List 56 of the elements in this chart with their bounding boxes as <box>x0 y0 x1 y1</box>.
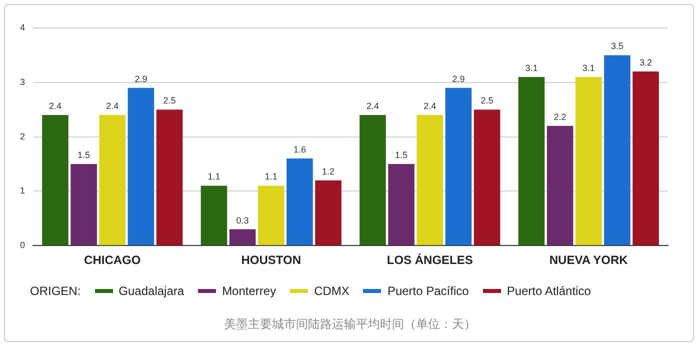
bar <box>575 76 602 246</box>
bar <box>416 115 444 246</box>
data-label: 1.2 <box>322 166 335 176</box>
data-label: 1.5 <box>395 150 408 160</box>
data-label: 1.1 <box>208 172 220 182</box>
bar <box>546 126 574 246</box>
data-label: 2.4 <box>106 101 119 112</box>
data-label: 2.4 <box>48 101 62 112</box>
bar <box>315 180 342 246</box>
data-label: 2.4 <box>424 101 436 112</box>
text: 美墨主要城市间陆路运输平均时间（单位：天） <box>223 316 477 333</box>
legend-label: Puerto Pacífico <box>387 284 469 298</box>
legend-label: Puerto Atlántico <box>506 284 591 298</box>
legend-title: ORIGEN: <box>30 284 81 298</box>
legend-label: Monterrey <box>222 284 276 298</box>
data-label: 2.4 <box>366 101 379 112</box>
bar <box>42 115 68 246</box>
bar <box>200 186 228 246</box>
data-label: 2.2 <box>554 112 566 122</box>
data-label: 2.9 <box>452 74 465 84</box>
data-label: 2.5 <box>163 96 176 106</box>
bar <box>128 88 154 246</box>
data-label: 3.2 <box>640 58 652 68</box>
bar <box>70 164 97 246</box>
data-label: 3.5 <box>610 41 624 52</box>
bar <box>632 72 659 246</box>
data-label: 2.9 <box>134 74 148 84</box>
data-label: 3.1 <box>525 62 538 73</box>
bar <box>474 110 500 246</box>
data-label: 1.5 <box>78 150 90 160</box>
bar <box>258 186 284 246</box>
x-tick-label: LOS ÁNGELES <box>386 253 473 268</box>
y-tick-label: 0 <box>20 240 26 250</box>
data-label: 0.3 <box>236 215 249 226</box>
x-tick-label: NUEVA YORK <box>549 253 628 268</box>
bar <box>229 229 256 246</box>
bar <box>388 164 414 246</box>
data-label: 3.1 <box>582 62 595 73</box>
data-label: 1.6 <box>293 144 306 155</box>
x-tick-label: CHICAGO <box>84 253 141 268</box>
y-tick-label: 3 <box>20 76 26 87</box>
data-label: 2.5 <box>480 96 494 106</box>
y-tick-label: 1 <box>20 186 26 196</box>
data-label: 1.1 <box>264 172 278 182</box>
bar <box>445 88 472 246</box>
bar <box>360 115 386 246</box>
bar <box>604 55 630 246</box>
y-tick-label: 4 <box>20 22 26 32</box>
bar <box>518 76 545 246</box>
legend-label: CDMX <box>314 284 350 298</box>
bar <box>286 158 313 246</box>
y-tick-label: 2 <box>20 131 26 142</box>
bar <box>99 115 126 246</box>
bar <box>156 110 183 246</box>
x-tick-label: HOUSTON <box>241 253 302 268</box>
legend-label: Guadalajara <box>118 284 184 298</box>
